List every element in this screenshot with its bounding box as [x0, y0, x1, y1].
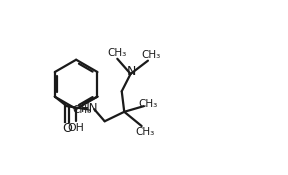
Text: N: N	[126, 65, 136, 78]
Text: CH₃: CH₃	[135, 127, 154, 137]
Text: CH₃: CH₃	[138, 99, 157, 109]
Text: CH₃: CH₃	[107, 48, 126, 58]
Text: OH: OH	[68, 123, 85, 133]
Text: HN: HN	[81, 102, 98, 114]
Text: CH₃: CH₃	[72, 105, 92, 115]
Text: CH₃: CH₃	[141, 50, 161, 60]
Text: O: O	[62, 122, 72, 135]
